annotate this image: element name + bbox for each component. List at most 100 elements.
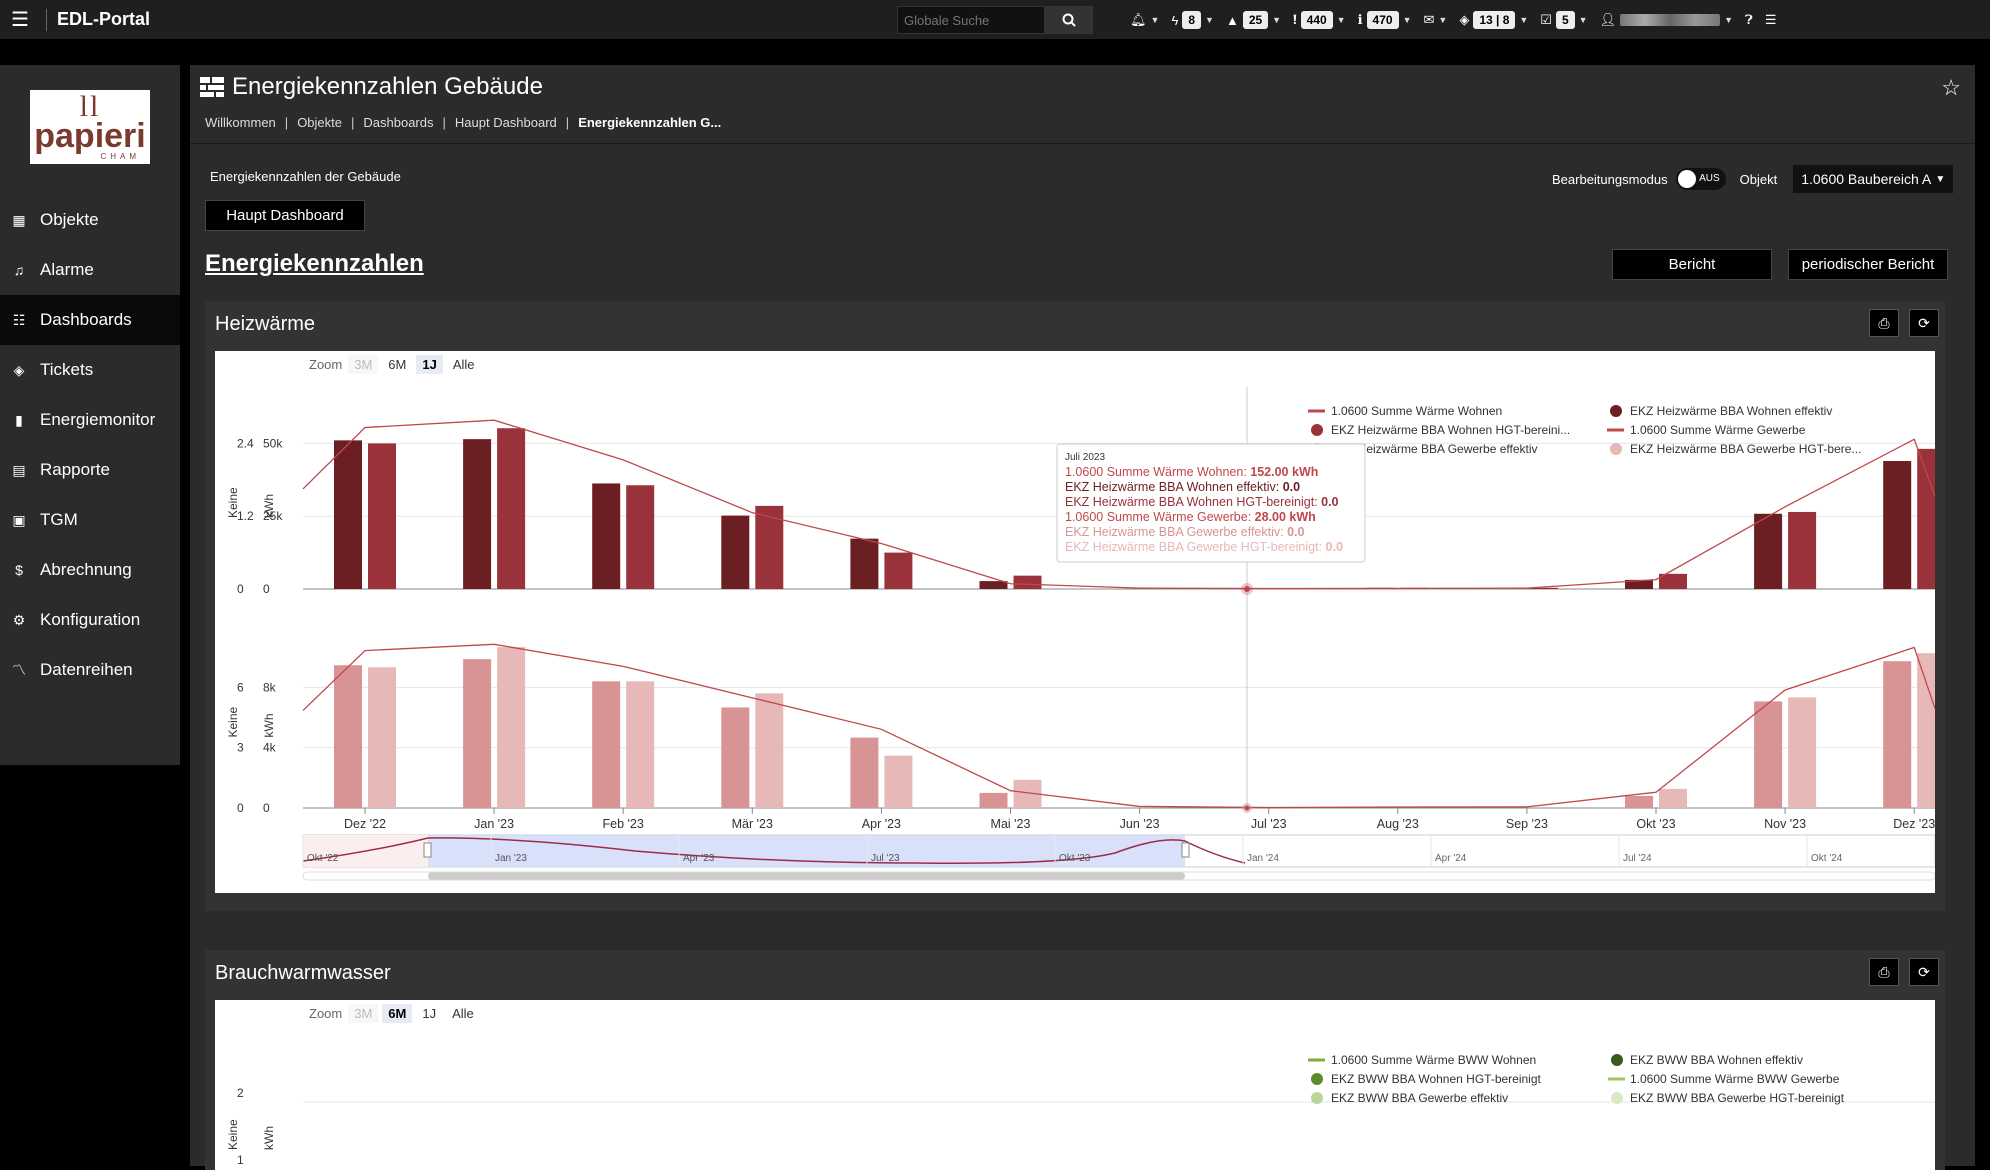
sidebar-item-alarme[interactable]: ♫ Alarme (0, 245, 180, 295)
object-select-value: 1.0600 Baubereich A (1801, 171, 1932, 187)
sidebar-item-tgm[interactable]: ▣ TGM (0, 495, 180, 545)
info-badge: 470 (1366, 11, 1399, 29)
print-button[interactable]: ⎙ (1869, 958, 1899, 986)
zoom-1j-button[interactable]: 1J (422, 1006, 437, 1021)
chart-bar (884, 552, 913, 589)
sidebar-item-energiemonitor[interactable]: ▮ Energiemonitor (0, 395, 180, 445)
search-button[interactable] (1045, 6, 1093, 34)
notification-bar: 🔔︎ ▼ ϟ 8 ▼ ▲ 25 ▼ ❗︎ 440 ▼ ℹ 470 ▼ ✉ ▼ ◈ 13 | 8 ▼ ☑ 5… (1130, 0, 1784, 40)
zoom-alle-button[interactable]: Alle (452, 1006, 474, 1021)
messages-dropdown[interactable]: ✉ ▼ (1424, 12, 1448, 28)
zoom-6m-button[interactable]: 6M (388, 357, 407, 372)
periodic-report-button[interactable]: periodischer Bericht (1788, 249, 1948, 280)
info-dropdown[interactable]: ℹ 470 ▼ (1358, 11, 1412, 29)
navigator-scrollbar-thumb[interactable] (428, 872, 1185, 880)
navigator-scrollbar-track[interactable] (302, 871, 1935, 881)
sidebar-item-datenreihen[interactable]: 〽 Datenreihen (0, 645, 180, 695)
zoom-alle-button[interactable]: Alle (452, 357, 475, 372)
chart-bar (1883, 661, 1912, 808)
chart-bar (979, 581, 1008, 589)
sidebar-item-tickets[interactable]: ◈ Tickets (0, 345, 180, 395)
breadcrumb-item[interactable]: Haupt Dashboard (454, 115, 557, 130)
tickets-dropdown[interactable]: ◈ 13 | 8 ▼ (1459, 11, 1528, 29)
info-icon: ℹ (1357, 12, 1363, 27)
help-button[interactable]: ❓︎ (1745, 12, 1753, 28)
favorite-star-icon[interactable]: ☆ (1941, 75, 1961, 100)
legend-item: EKZ Heizwärme BBA Wohnen effektiv (1630, 404, 1832, 418)
sidebar-item-objekte[interactable]: ▦ Objekte (0, 195, 180, 245)
logo-mark: ll (79, 89, 101, 123)
navigator-left-handle[interactable] (423, 842, 432, 858)
page-title: Energiekennzahlen Gebäude (200, 73, 543, 101)
print-icon: ⎙ (1878, 314, 1890, 331)
object-label: Objekt (1739, 171, 1778, 187)
y-tick-label-right: 0 (263, 801, 270, 815)
logo-location: CHAM (100, 151, 140, 161)
legend-dot-marker (1611, 1092, 1623, 1104)
x-tick-label: Okt '23 (1636, 817, 1675, 831)
legend-item[interactable]: 1.0600 Summe Wärme BWW Gewerbe (1630, 1072, 1840, 1086)
section-heading[interactable]: Energiekennzahlen (205, 250, 424, 277)
toggle-state: AUS (1699, 173, 1720, 184)
zoom-6m-button[interactable]: 6M (382, 1004, 413, 1023)
object-select[interactable]: 1.0600 Baubereich A ▼ (1793, 165, 1954, 193)
y-tick-label-right: 4k (263, 741, 277, 755)
refresh-button[interactable]: ⟳ (1909, 309, 1939, 337)
hamburger-menu-icon[interactable]: ☰ (11, 9, 29, 31)
navigator-right-handle[interactable] (1181, 842, 1190, 858)
zoom-3m-button[interactable]: 3M (348, 1004, 379, 1023)
tooltip-series-name: EKZ Heizwärme BBA Gewerbe effektiv: (1065, 525, 1287, 539)
dashboard-icon (200, 77, 224, 97)
breadcrumb-item[interactable]: Dashboards (363, 115, 434, 130)
brauchwarmwasser-chart-svg[interactable]: 2 1 Keine kWh 1.0600 Summe Wärme BWW Woh… (215, 1000, 1935, 1170)
sidebar-item-rapporte[interactable]: ▤ Rapporte (0, 445, 180, 495)
tasks-dropdown[interactable]: ☑ 5 ▼ (1540, 11, 1588, 29)
search-icon (1062, 13, 1076, 27)
sidebar-item-dashboards[interactable]: ☷ Dashboards (0, 295, 180, 345)
gears-icon: ⚙ (12, 611, 26, 628)
breadcrumb-current: Energiekennzahlen G... (578, 115, 722, 130)
sidebar-item-konfiguration[interactable]: ⚙ Konfiguration (0, 595, 180, 645)
chart-bar (463, 439, 492, 589)
zoom-3m-button[interactable]: 3M (348, 355, 379, 374)
tooltip-series-value: 152.00 kWh (1250, 465, 1318, 479)
warning-badge: 25 (1242, 11, 1269, 29)
legend-item[interactable]: EKZ BWW BBA Wohnen effektiv (1630, 1053, 1803, 1067)
alarm-dropdown[interactable]: 🔔︎ ▼ (1130, 12, 1159, 28)
legend-item[interactable]: 1.0600 Summe Wärme BWW Wohnen (1331, 1053, 1536, 1067)
edit-mode-toggle[interactable]: AUS (1675, 168, 1726, 190)
tooltip-line: EKZ Heizwärme BBA Gewerbe effektiv: 0.0 (1065, 525, 1305, 539)
print-icon: ⎙ (1878, 963, 1890, 980)
global-search-input[interactable] (897, 6, 1045, 34)
chart-bar (1883, 460, 1912, 589)
legend-item[interactable]: EKZ BWW BBA Gewerbe effektiv (1331, 1091, 1508, 1105)
chevron-down-icon: ▼ (1519, 15, 1529, 25)
refresh-button[interactable]: ⟳ (1909, 958, 1939, 986)
legend-item[interactable]: EKZ BWW BBA Wohnen HGT-bereinigt (1331, 1072, 1542, 1086)
zoom-1j-button[interactable]: 1J (416, 355, 443, 374)
breadcrumb-item[interactable]: Objekte (297, 115, 342, 130)
errors-dropdown[interactable]: ❗︎ 440 ▼ (1293, 11, 1346, 29)
more-menu-button[interactable]: ☰ (1765, 12, 1777, 28)
user-dropdown[interactable]: 👤︎ ▼ (1600, 12, 1733, 28)
refresh-icon: ⟳ (1918, 314, 1930, 331)
sidebar-item-label: Dashboards (40, 310, 132, 329)
chart-bar (979, 792, 1008, 808)
energy-alerts-dropdown[interactable]: ϟ 8 ▼ (1171, 11, 1214, 29)
report-button[interactable]: Bericht (1612, 249, 1772, 280)
breadcrumb-item[interactable]: Willkommen (205, 115, 276, 130)
haupt-dashboard-button[interactable]: Haupt Dashboard (205, 200, 365, 231)
legend-item: EKZ Heizwärme BBA Gewerbe effektiv (1331, 442, 1538, 456)
heizwaerme-panel: Heizwärme ⎙ ⟳ Zoom 3M 6M 1J Alle 0 0 1.2 25… (205, 301, 1945, 911)
warnings-dropdown[interactable]: ▲ 25 ▼ (1226, 11, 1281, 29)
heizwaerme-chart-svg[interactable]: 0 0 1.2 25k 2.4 50k Keine kWh 0 0 3 4k 6 8k Keine kWh D… (215, 351, 1935, 893)
tooltip-series-value: 0.0 (1283, 480, 1300, 494)
print-button[interactable]: ⎙ (1869, 309, 1899, 337)
legend-item[interactable]: EKZ BWW BBA Gewerbe HGT-bereinigt (1630, 1091, 1845, 1105)
company-logo[interactable]: ll papieri CHAM (30, 90, 150, 164)
sidebar-item-abrechnung[interactable]: $ Abrechnung (0, 545, 180, 595)
main-content: Energiekennzahlen Gebäude ☆ Willkommen | … (190, 65, 1975, 1170)
range-navigator[interactable]: Okt '22 Jan '23 Apr '23 Jul '23 Okt '23 Jan '… (302, 834, 1935, 881)
app-brand[interactable]: EDL-Portal (57, 9, 151, 29)
